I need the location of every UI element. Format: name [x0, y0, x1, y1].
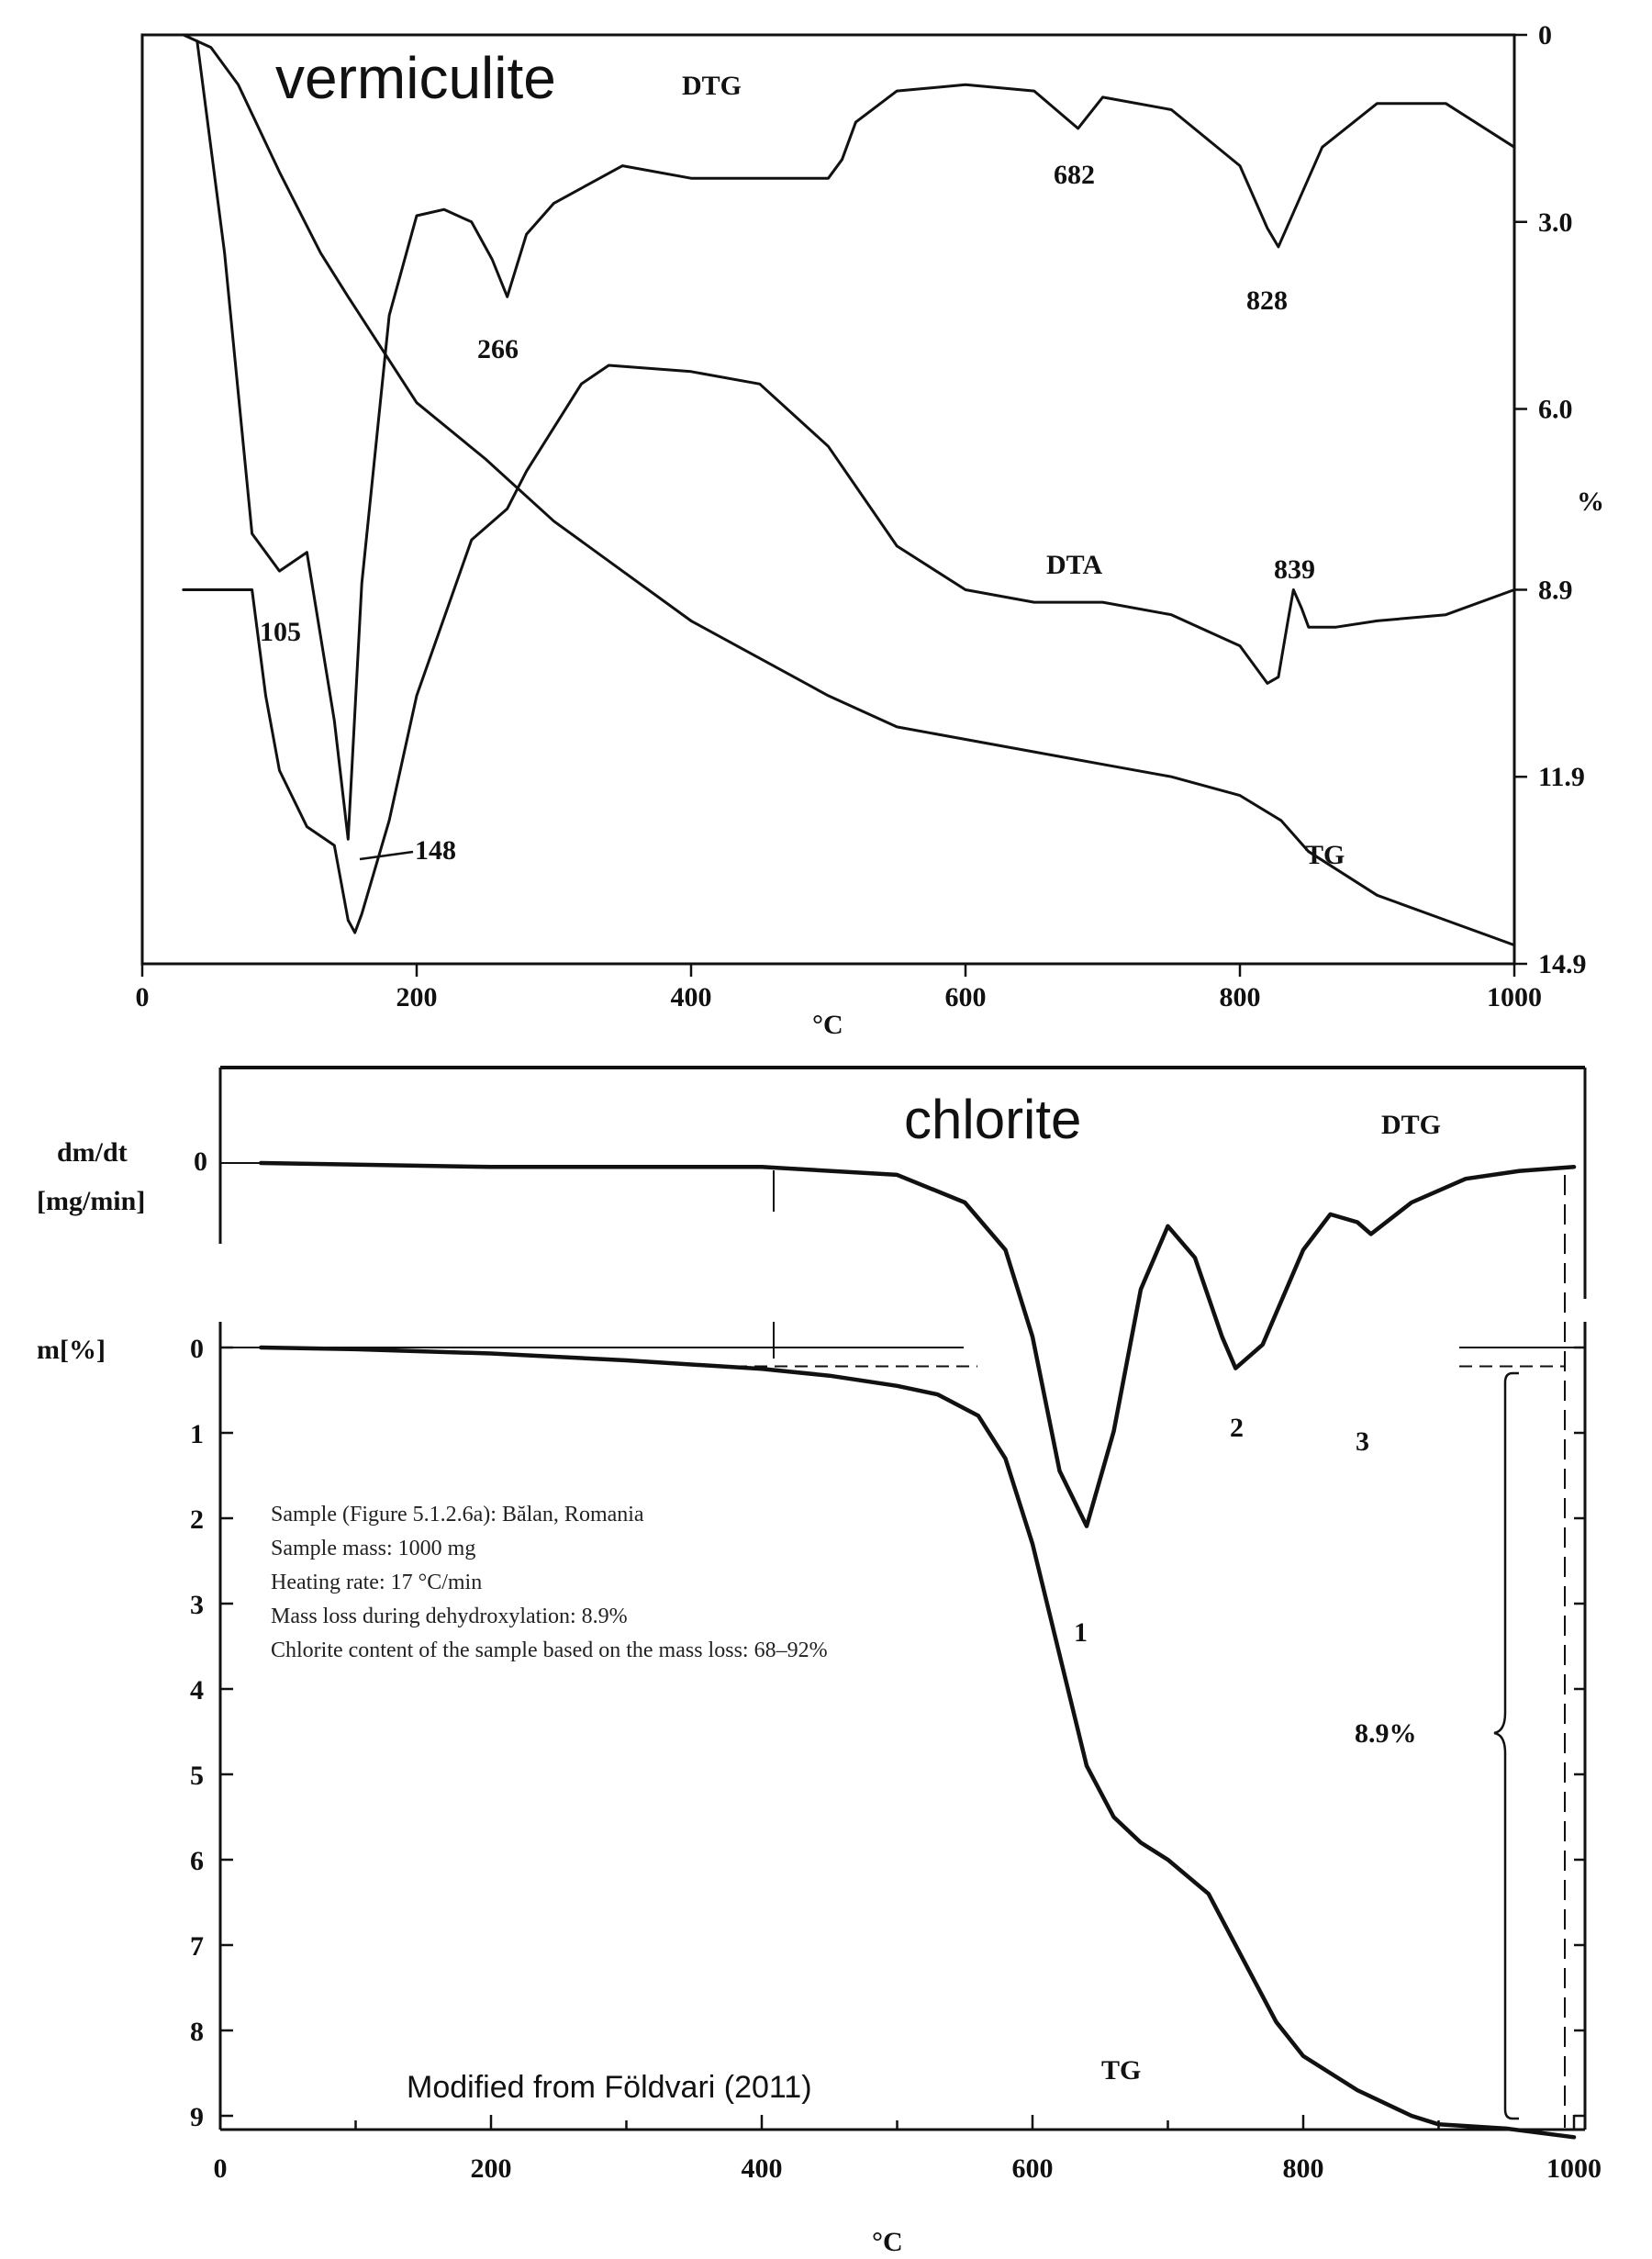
x-tick-label: 1000	[1546, 2153, 1602, 2184]
x-tick-label: 800	[1220, 982, 1261, 1012]
chlorite-curves	[259, 1160, 1577, 2140]
annotation-266: 266	[477, 334, 519, 364]
vermiculite-title: vermiculite	[275, 45, 556, 111]
x-tick-label: 0	[214, 2153, 228, 2184]
chlorite-mass-axis-label: m[%]	[37, 1335, 106, 1365]
x-tick-label: 0	[136, 982, 150, 1012]
x-tick-label: 600	[1012, 2153, 1054, 2184]
chlorite-x-axis-label: °C	[872, 2227, 903, 2257]
peak-label-3: 3	[1356, 1426, 1369, 1457]
vermiculite-y-axis-label: %	[1577, 486, 1604, 517]
vermiculite-chart: 0 200 400 600 800 1000 0 3.0 6.0 8.9 11.9 14.9 ver…	[136, 20, 1605, 1040]
source-credit: Modified from Földvari (2011)	[407, 2070, 812, 2105]
annotation-148: 148	[415, 835, 456, 866]
sample-info: Sample (Figure 5.1.2.6a): Bălan, Romania…	[271, 1503, 828, 1662]
x-tick-label: 200	[396, 982, 438, 1012]
y-tick-label: 7	[190, 1931, 204, 1962]
chlorite-title: chlorite	[904, 1089, 1081, 1150]
chlorite-chart: 0 200 400 600 800 1000 0 1 2 3 4 5 6 7 8 9 chlorite DT…	[37, 1066, 1602, 2257]
annotation-105: 105	[260, 617, 301, 647]
mass-loss-brace	[1493, 1371, 1519, 2120]
annotation-839: 839	[1274, 554, 1315, 585]
x-tick-label: 200	[471, 2153, 512, 2184]
series-line-dtg	[259, 1160, 1577, 1528]
sample-info-line: Sample mass: 1000 mg	[271, 1537, 475, 1560]
series-line-dtg	[195, 39, 1516, 841]
vermiculite-dtg-label: DTG	[682, 71, 742, 101]
series-line-tg	[182, 33, 1516, 947]
x-tick-label: 400	[671, 982, 712, 1012]
y-tick-label: 14.9	[1538, 949, 1587, 979]
peak-label-2: 2	[1230, 1413, 1244, 1443]
vermiculite-dta-label: DTA	[1046, 550, 1102, 580]
vermiculite-y-ticks: 0 3.0 6.0 8.9 11.9 14.9	[1514, 20, 1587, 979]
vermiculite-x-ticks: 0 200 400 600 800 1000	[136, 964, 1542, 1012]
y-tick-label: 6.0	[1538, 395, 1573, 425]
y-tick-label: 6	[190, 1846, 204, 1876]
y-tick-label: 5	[190, 1761, 204, 1791]
y-tick-label: 0	[1538, 20, 1552, 50]
sample-info-line: Sample (Figure 5.1.2.6a): Bălan, Romania	[271, 1503, 644, 1527]
chlorite-dtg-zero-label: 0	[194, 1146, 207, 1177]
chlorite-tg-label: TG	[1101, 2055, 1141, 2086]
y-tick-label: 4	[190, 1675, 204, 1705]
y-tick-label: 11.9	[1538, 762, 1585, 792]
vermiculite-curves	[182, 33, 1516, 947]
y-tick-label: 8	[190, 2017, 204, 2047]
sample-info-line: Mass loss during dehydroxylation: 8.9%	[271, 1605, 628, 1628]
chlorite-dtg-axis-label: dm/dt	[57, 1137, 128, 1168]
y-tick-label: 2	[190, 1504, 204, 1535]
sample-info-line: Heating rate: 17 °C/min	[271, 1571, 482, 1594]
y-tick-label: 0	[190, 1334, 204, 1364]
y-tick-label: 3	[190, 1590, 204, 1620]
chlorite-y-ticks: 0 1 2 3 4 5 6 7 8 9	[190, 1334, 1585, 2132]
y-tick-label: 8.9	[1538, 575, 1573, 605]
chlorite-dtg-axis-unit: [mg/min]	[37, 1186, 145, 1216]
y-tick-label: 3.0	[1538, 207, 1573, 238]
x-tick-label: 1000	[1487, 982, 1542, 1012]
chlorite-dtg-label: DTG	[1381, 1110, 1441, 1140]
peak-label-1: 1	[1074, 1617, 1088, 1648]
vermiculite-x-axis-label: °C	[812, 1010, 843, 1040]
x-tick-label: 800	[1283, 2153, 1324, 2184]
vermiculite-plot-frame	[140, 33, 1516, 966]
series-line-dta	[182, 363, 1516, 934]
vermiculite-tg-label: TG	[1305, 840, 1345, 870]
x-tick-label: 600	[945, 982, 987, 1012]
chlorite-x-ticks: 0 200 400 600 800 1000	[214, 2115, 1602, 2184]
sample-info-line: Chlorite content of the sample based on …	[271, 1638, 828, 1662]
annotation-682: 682	[1054, 160, 1095, 190]
series-line-tg	[259, 1345, 1577, 2140]
annotation-148-leader	[359, 850, 414, 861]
annotation-828: 828	[1246, 285, 1288, 316]
x-tick-label: 400	[742, 2153, 783, 2184]
mass-loss-label: 8.9%	[1355, 1718, 1417, 1749]
y-tick-label: 9	[190, 2102, 204, 2132]
y-tick-label: 1	[190, 1419, 204, 1449]
